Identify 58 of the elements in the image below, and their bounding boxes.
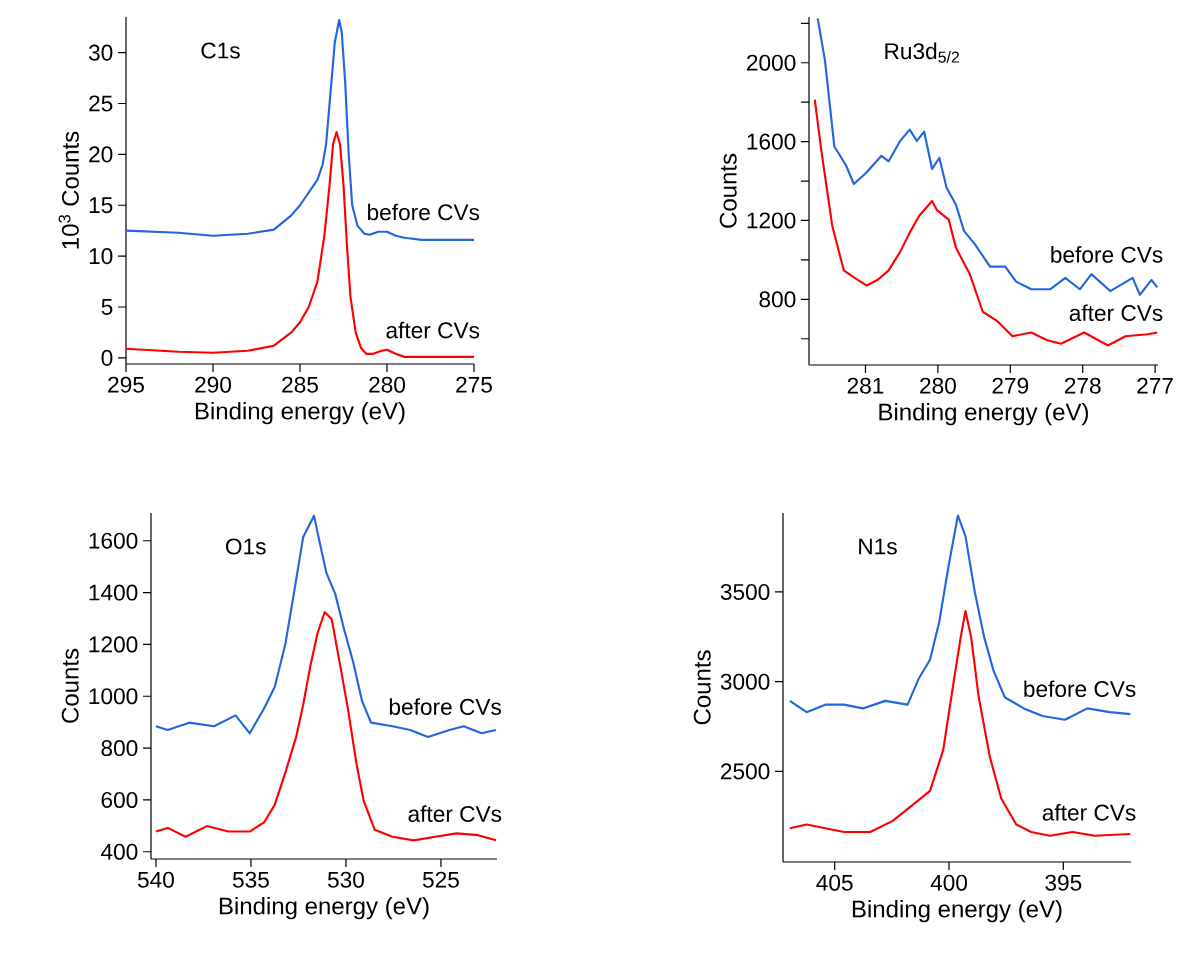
x-tick-label: 540	[137, 871, 174, 888]
x-tick-label: 280	[920, 377, 956, 394]
y-tick-label: 2500	[721, 763, 770, 780]
x-tick-label: 278	[1064, 377, 1101, 394]
x-tick-label: 277	[1137, 377, 1173, 394]
text: O1s	[225, 538, 266, 555]
y-tick-label: 1200	[747, 212, 796, 229]
text: C1s	[201, 42, 240, 59]
x-tick-label: 290	[195, 376, 232, 393]
x-tick-label: 400	[930, 874, 968, 891]
y-tick-label: 1200	[89, 636, 138, 653]
x-tick-label: 395	[1045, 874, 1082, 891]
y-tick-label: 25	[89, 95, 113, 112]
series-label: after CVs	[1042, 804, 1136, 821]
x-tick-label: 275	[456, 376, 492, 393]
x-axis-title: Binding energy (eV)	[852, 899, 1062, 923]
y-tick-label: 5	[101, 299, 113, 315]
y-tick-label: 3500	[720, 583, 770, 600]
y-tick-label: 15	[89, 197, 113, 214]
y-tick-label: 1000	[89, 688, 138, 705]
text: N1s	[859, 538, 897, 555]
text: Ru3d$_{5/2}$	[885, 42, 959, 63]
y-tick-label: 20	[89, 146, 113, 163]
y-tick-label: 400	[100, 843, 138, 860]
series-label: before CVs	[389, 698, 501, 715]
x-axis-title: Binding energy (eV)	[195, 401, 405, 425]
x-axis-title: Binding energy (eV)	[219, 896, 429, 920]
series-label: before CVs	[1024, 680, 1136, 698]
y-axis-title: Counts	[61, 648, 79, 723]
y-tick-label: 10	[89, 248, 113, 265]
y-tick-label: 2000	[747, 54, 796, 71]
x-tick-label: 530	[327, 871, 364, 888]
series-label: after CVs	[386, 321, 480, 339]
x-tick-label: 295	[108, 376, 144, 393]
x-tick-label: 279	[992, 377, 1029, 394]
y-tick-label: 30	[88, 44, 113, 61]
series-label: after CVs	[1069, 304, 1163, 322]
x-tick-label: 281	[847, 377, 884, 394]
y-axis-title: Counts	[719, 153, 737, 228]
x-tick-label: 405	[816, 874, 853, 891]
series-label: before CVs	[368, 203, 480, 221]
series-label: before CVs	[1051, 246, 1163, 263]
y-axis-title: Counts	[693, 650, 711, 725]
x-tick-label: 285	[282, 376, 318, 393]
y-tick-label: 800	[101, 740, 138, 757]
y-tick-label: 1600	[89, 532, 138, 549]
y-tick-label: 800	[759, 291, 796, 308]
y-tick-label: 3000	[720, 673, 770, 690]
y-axis-title: 10$^{3}$ Counts	[58, 131, 79, 249]
y-tick-label: 0	[101, 349, 113, 366]
y-tick-label: 1600	[747, 133, 796, 150]
y-tick-label: 600	[101, 791, 138, 808]
x-tick-label: 535	[232, 871, 269, 888]
x-tick-label: 525	[422, 871, 459, 888]
x-tick-label: 280	[369, 376, 406, 393]
y-tick-label: 1400	[89, 584, 138, 601]
x-axis-title: Binding energy (eV)	[879, 402, 1089, 426]
series-label: after CVs	[408, 805, 502, 822]
